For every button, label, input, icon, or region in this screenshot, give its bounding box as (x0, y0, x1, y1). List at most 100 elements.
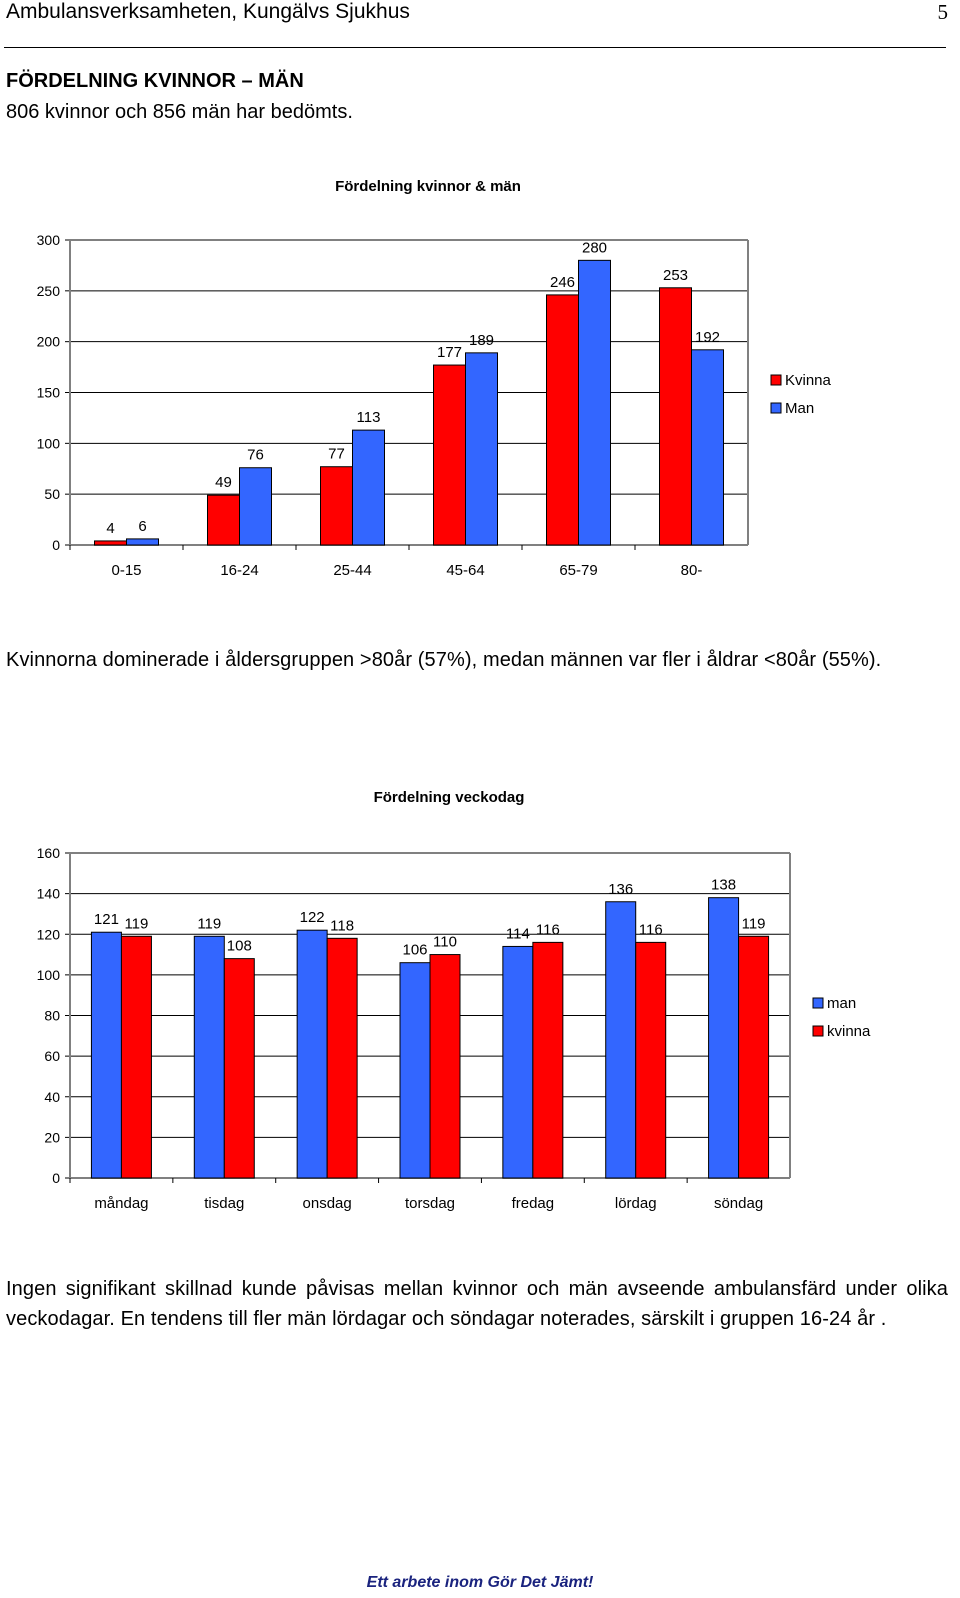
x-tick-label: 80- (681, 562, 703, 579)
data-label: 253 (663, 267, 688, 284)
paragraph-gender: Kvinnorna dominerade i åldersgruppen >80… (6, 649, 882, 671)
gender-age-chart: Fördelning kvinnor & män 0 50 100 150 200 250 3… (37, 178, 832, 579)
data-label: 4 (106, 520, 114, 537)
bar (635, 941, 667, 1179)
y-tick-label: 300 (37, 232, 61, 248)
x-tick-label: lördag (615, 1195, 657, 1212)
data-label: 108 (227, 938, 252, 955)
y-tick-label: 0 (52, 537, 60, 553)
bar (120, 935, 152, 1179)
data-label: 246 (550, 274, 575, 291)
bar (532, 941, 564, 1179)
bar (502, 945, 534, 1179)
bar (546, 294, 579, 546)
data-label: 116 (536, 921, 560, 938)
section-title: FÖRDELNING KVINNOR – MÄN (6, 70, 304, 92)
legend-label: Kvinna (785, 372, 832, 389)
y-tick-label: 0 (52, 1170, 60, 1186)
data-label: 119 (742, 915, 766, 932)
y-tick-label: 140 (37, 886, 61, 902)
y-tick-label: 100 (37, 967, 61, 983)
y-tick-label: 100 (37, 435, 61, 451)
legend-swatch (770, 402, 782, 414)
y-tick-label: 160 (37, 845, 61, 861)
bar (429, 954, 461, 1179)
paragraph-weekday: Ingen signifikant skillnad kunde påvisas… (6, 1278, 948, 1330)
y-tick-label: 60 (44, 1048, 60, 1064)
data-label: 116 (639, 921, 663, 938)
data-label: 177 (437, 344, 462, 361)
data-label: 114 (506, 925, 530, 942)
legend-label: man (827, 995, 856, 1012)
page-number: 5 (937, 0, 949, 24)
x-tick-label: onsdag (303, 1195, 352, 1212)
footer-text: Ett arbete inom Gör Det Jämt! (366, 1574, 594, 1591)
bar (193, 935, 225, 1179)
legend-label: kvinna (827, 1023, 871, 1040)
x-tick-label: 25-44 (333, 562, 371, 579)
y-tick-label: 120 (37, 926, 61, 942)
data-label: 6 (138, 518, 146, 535)
bar (659, 287, 692, 546)
y-tick-label: 50 (44, 486, 60, 502)
data-label: 138 (711, 877, 736, 894)
y-tick-label: 20 (44, 1129, 60, 1145)
section-subtitle: 806 kvinnor och 856 män har bedömts. (6, 101, 353, 123)
x-tick-label: måndag (94, 1195, 148, 1212)
y-tick-label: 150 (37, 385, 61, 401)
bar (126, 538, 159, 546)
legend-swatch (770, 374, 782, 386)
data-label: 192 (695, 329, 720, 346)
bar (94, 540, 127, 546)
data-label: 119 (124, 915, 148, 932)
bar (578, 259, 611, 546)
x-tick-label: torsdag (405, 1195, 455, 1212)
data-label: 77 (328, 446, 345, 463)
y-tick-label: 40 (44, 1089, 60, 1105)
header-divider (4, 47, 946, 48)
data-label: 113 (357, 409, 381, 426)
data-label: 106 (402, 942, 427, 959)
legend-label: Man (785, 400, 814, 417)
data-label: 189 (469, 332, 494, 349)
data-label: 121 (94, 911, 119, 928)
y-tick-label: 80 (44, 1008, 60, 1024)
bar (605, 901, 637, 1179)
bar (738, 935, 770, 1179)
bar (296, 929, 328, 1179)
chart-title: Fördelning veckodag (374, 789, 525, 806)
x-tick-label: 16-24 (220, 562, 258, 579)
bar (691, 349, 724, 546)
x-tick-label: söndag (714, 1195, 763, 1212)
bar (90, 931, 122, 1179)
bar (352, 429, 385, 546)
bar (326, 937, 358, 1179)
data-label: 76 (247, 447, 264, 464)
x-tick-label: 0-15 (111, 562, 141, 579)
weekday-chart: Fördelning veckodag 0 20 40 60 80 100 120 140 160… (37, 789, 871, 1212)
data-label: 122 (300, 909, 325, 926)
bar (708, 897, 740, 1179)
page-header: Ambulansverksamheten, Kungälvs Sjukhus 5 (6, 0, 948, 38)
chart-title: Fördelning kvinnor & män (335, 178, 521, 195)
bar (223, 958, 255, 1179)
x-tick-label: fredag (512, 1195, 555, 1212)
header-title: Ambulansverksamheten, Kungälvs Sjukhus (6, 0, 410, 23)
y-tick-label: 200 (37, 334, 61, 350)
x-tick-label: 65-79 (559, 562, 597, 579)
bar (433, 364, 466, 546)
legend-swatch (812, 997, 824, 1009)
data-label: 118 (330, 917, 354, 934)
legend-swatch (812, 1025, 824, 1037)
data-label: 136 (608, 881, 633, 898)
data-label: 119 (197, 915, 221, 932)
data-label: 280 (582, 239, 607, 256)
data-label: 110 (433, 934, 457, 951)
y-tick-label: 250 (37, 283, 61, 299)
bar (239, 467, 272, 546)
data-label: 49 (215, 474, 232, 491)
x-tick-label: tisdag (204, 1195, 244, 1212)
bar (465, 352, 498, 546)
bar (207, 494, 240, 546)
bar (320, 466, 353, 546)
